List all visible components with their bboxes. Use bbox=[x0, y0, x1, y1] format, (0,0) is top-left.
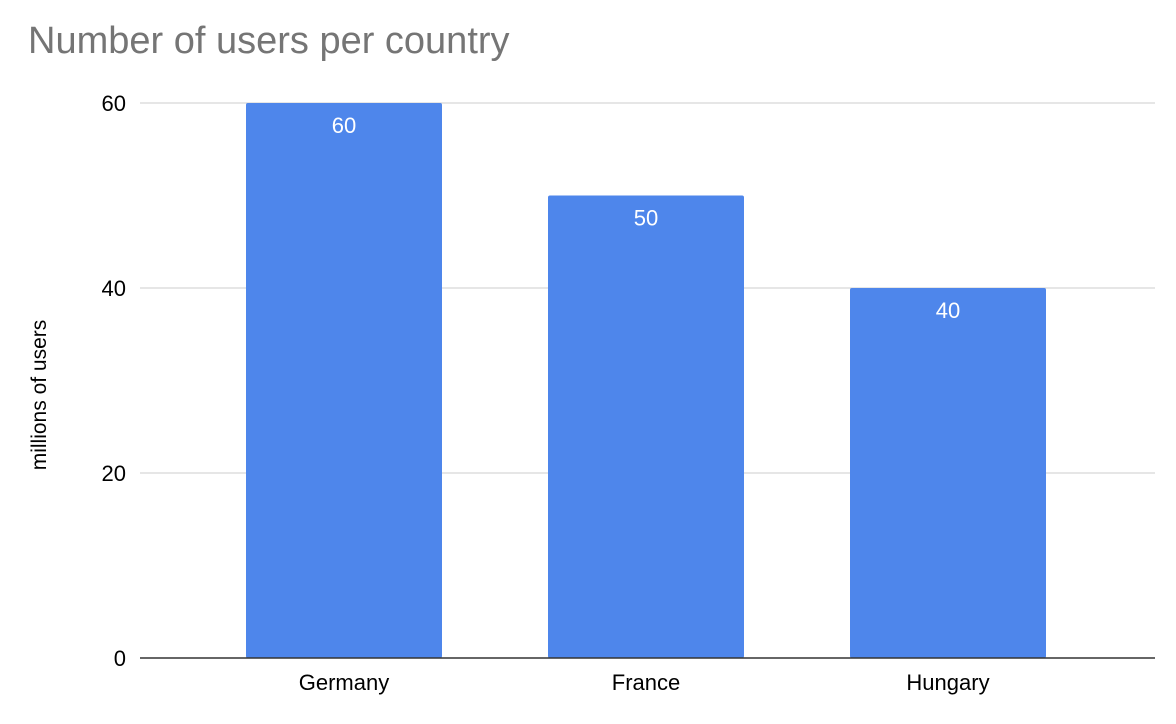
bar-france bbox=[548, 195, 744, 658]
y-axis-ticks: 0 20 40 60 bbox=[102, 91, 126, 671]
bar-germany bbox=[246, 103, 442, 658]
x-category-label-hungary: Hungary bbox=[906, 670, 989, 695]
data-label-germany: 60 bbox=[332, 113, 356, 138]
y-tick-label: 40 bbox=[102, 276, 126, 301]
y-axis-title: millions of users bbox=[28, 320, 51, 471]
x-axis-categories: Germany France Hungary bbox=[299, 670, 990, 695]
bar-hungary bbox=[850, 288, 1046, 658]
data-label-france: 50 bbox=[634, 206, 658, 231]
y-tick-label: 60 bbox=[102, 91, 126, 116]
chart-title: Number of users per country bbox=[28, 20, 510, 62]
y-tick-label: 20 bbox=[102, 461, 126, 486]
data-labels: 60 50 40 bbox=[332, 113, 960, 323]
bars bbox=[246, 103, 1046, 658]
x-category-label-france: France bbox=[612, 670, 680, 695]
x-category-label-germany: Germany bbox=[299, 670, 389, 695]
data-label-hungary: 40 bbox=[936, 298, 960, 323]
y-tick-label: 0 bbox=[114, 646, 126, 671]
